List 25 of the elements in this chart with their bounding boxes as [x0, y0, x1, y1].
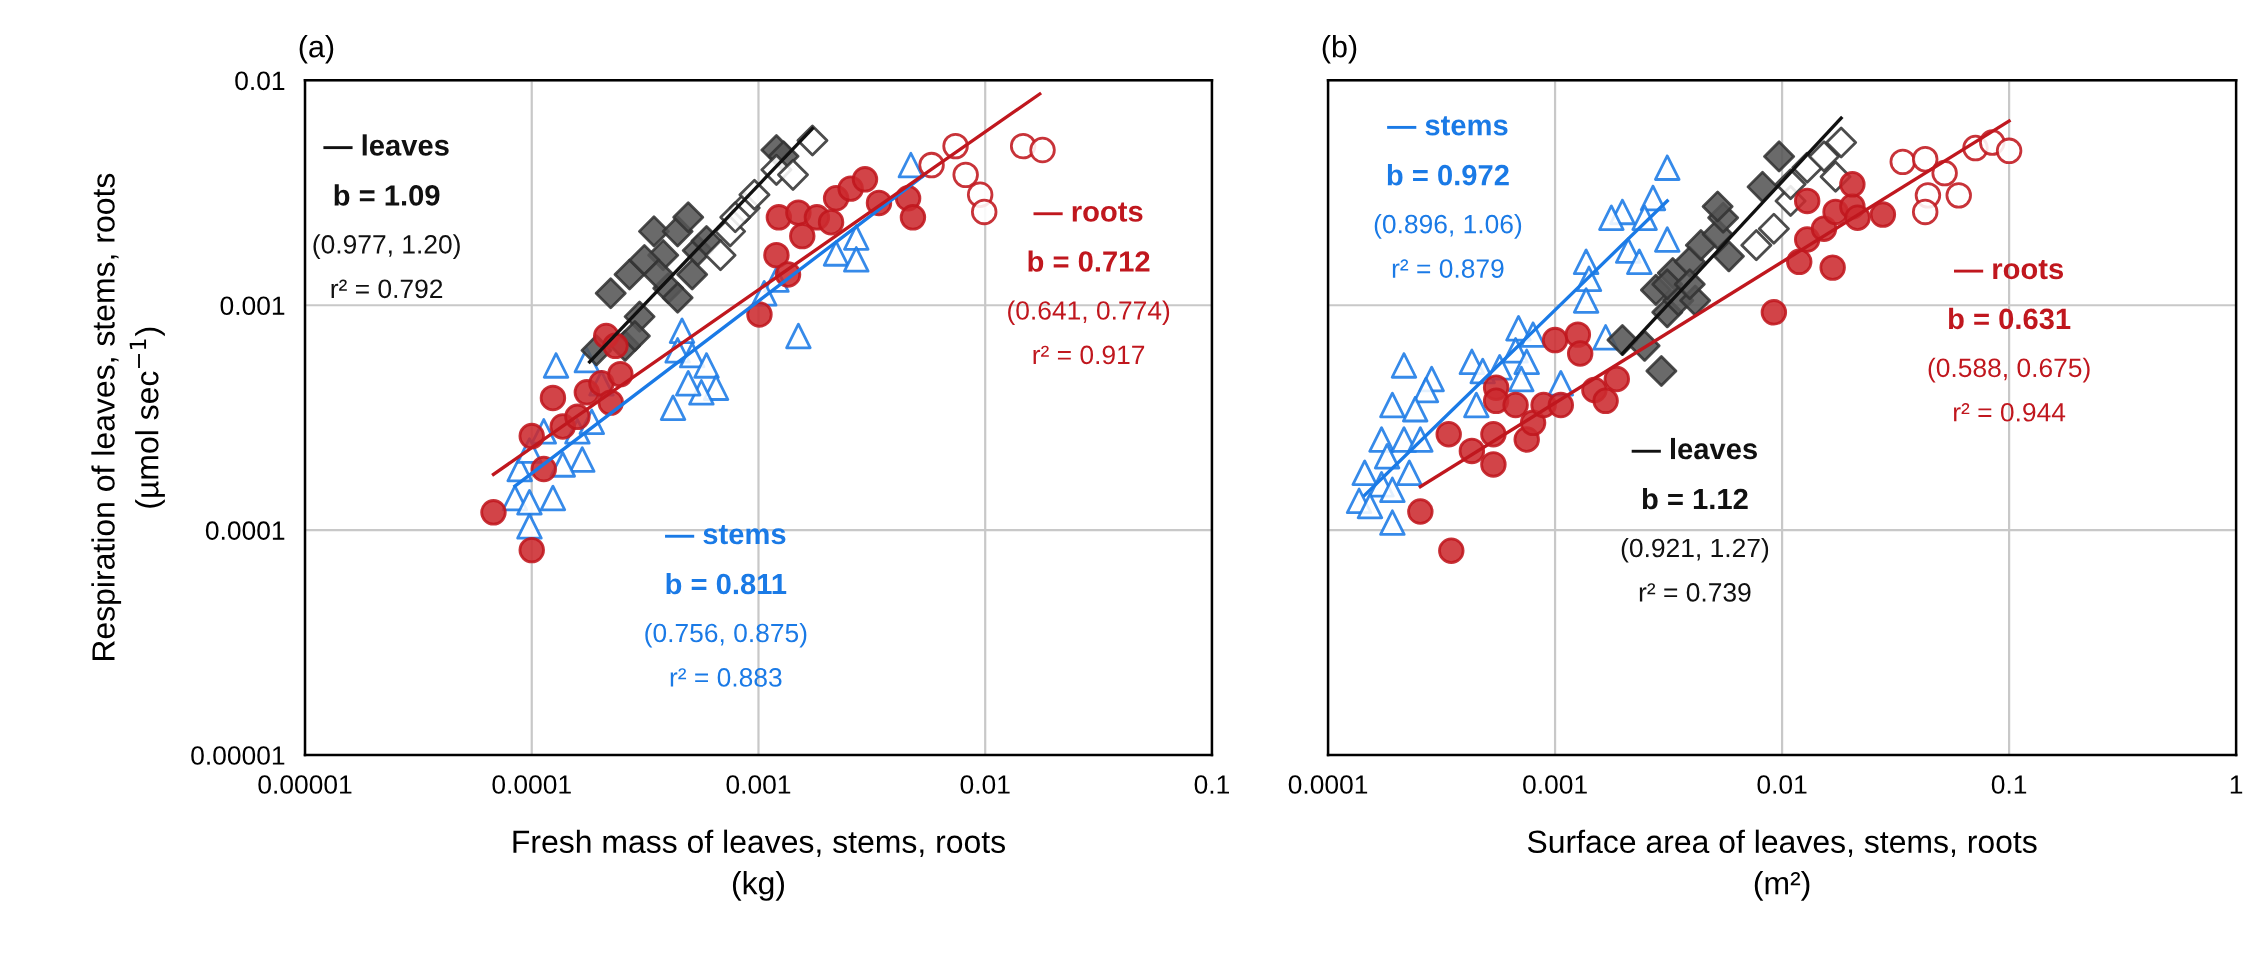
x-tick-label: 0.001	[726, 775, 791, 794]
annotation: — roots b = 0.712 (0.641, 0.774) r² = 0.917	[1008, 202, 1170, 365]
x-tick-label: 0.1	[1194, 775, 1229, 794]
annotation: — stems b = 0.972 (0.896, 1.06) r² = 0.879	[1374, 116, 1522, 278]
x-tick-label: 0.00001	[258, 775, 352, 794]
x-tick-label: 0.001	[1523, 775, 1587, 794]
x-axis-title: Fresh mass of leaves, stems, roots (kg)	[513, 829, 1005, 901]
annotation: — leaves b = 1.12 (0.921, 1.27) r² = 0.739	[1621, 437, 1769, 602]
x-tick-label: 0.0001	[1288, 775, 1368, 794]
x-axis-title: Surface area of leaves, stems, roots (m²)	[1527, 829, 2037, 901]
x-tick-label: 0.0001	[492, 775, 571, 794]
annotation: — leaves b = 1.09 (0.977, 1.20) r² = 0.792	[313, 134, 460, 299]
chart-title: (a)	[299, 34, 334, 64]
y-axis-title: Respiration of leaves, stems, roots (µmol sec$^{−1}$)	[91, 173, 165, 661]
y-tick-label: 0.0001	[205, 521, 285, 540]
chart-title: (b)	[1322, 34, 1357, 64]
x-tick-label: 1	[2230, 775, 2243, 794]
y-tick-label: 0.00001	[191, 746, 285, 765]
x-tick-label: 0.01	[1757, 775, 1807, 794]
y-tick-label: 0.001	[220, 296, 285, 316]
x-tick-label: 0.01	[960, 775, 1010, 794]
y-tick-label: 0.01	[235, 71, 285, 91]
annotation: — stems b = 0.811 (0.756, 0.875) r² = 0.883	[645, 525, 807, 687]
x-tick-label: 0.1	[1991, 775, 2027, 794]
annotation: — roots b = 0.631 (0.588, 0.675) r² = 0.944	[1928, 259, 2090, 422]
